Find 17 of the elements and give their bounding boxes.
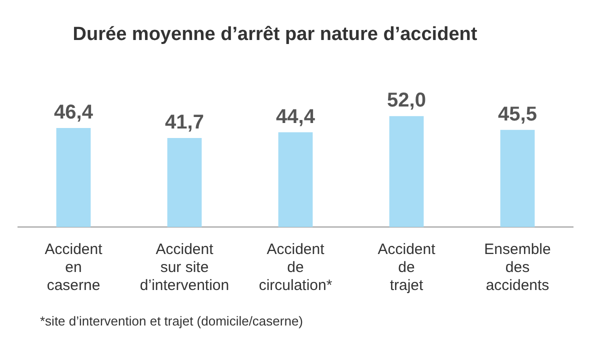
- data-label: 44,4: [276, 106, 316, 128]
- text: *site d’intervention et trajet (domicile/caserne): [40, 314, 304, 329]
- data-label: 45,5: [498, 103, 537, 126]
- bar: [389, 116, 424, 227]
- x-tick-label: Accident de circulation*: [258, 241, 332, 294]
- data-label: 41,7: [165, 112, 204, 134]
- x-tick-label: Accident de trajet: [378, 241, 436, 294]
- x-tick-label: Accident sur site d’intervention: [140, 241, 230, 294]
- bar: [278, 132, 313, 227]
- data-label: 46,4: [54, 102, 94, 124]
- x-tick-label: Accident en caserne: [44, 241, 104, 294]
- bar: [167, 138, 202, 227]
- chart-title: Durée moyenne d’arrêt par nature d’accident: [72, 24, 478, 46]
- bar: [56, 128, 91, 227]
- data-label: 52,0: [387, 90, 426, 112]
- x-tick-label: Ensemble des accidents: [484, 241, 551, 294]
- bar: [500, 130, 535, 227]
